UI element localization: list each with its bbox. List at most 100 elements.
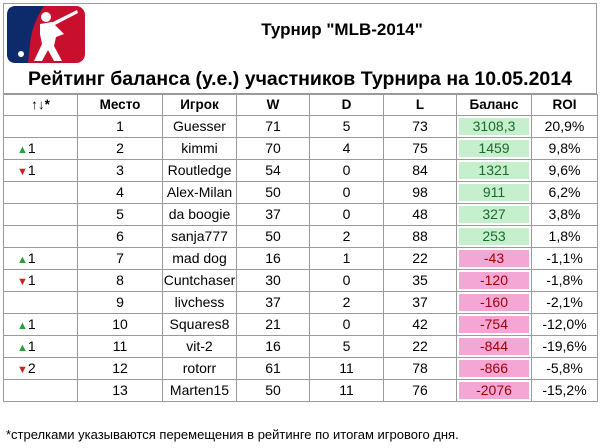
balance-cell: 911 [456,180,532,204]
player-cell: Marten15 [162,378,237,402]
wins-cell: 50 [236,224,310,248]
header-move: ↑↓* [3,94,78,116]
player-cell: vit-2 [162,334,237,358]
losses-cell: 88 [383,224,457,248]
wins-cell: 71 [236,114,310,138]
wins-cell: 30 [236,268,310,292]
place-cell: 10 [77,312,163,336]
roi-cell: 6,2% [531,180,598,204]
table-row: ▲1 11 vit-2 16 5 22 -844 -19,6% [3,334,598,358]
player-cell: Cuntchaser [162,268,237,292]
rank-change-cell: ▼2 [3,356,78,380]
balance-cell: -43 [456,246,532,270]
balance-value: -844 [459,337,529,355]
balance-value: -43 [459,249,529,267]
wins-cell: 37 [236,290,310,314]
rank-change-value: 1 [27,338,36,354]
roi-cell: 1,8% [531,224,598,248]
tournament-title: Турнир "MLB-2014" [261,20,423,39]
rank-change-cell [3,224,78,248]
table-row: 4 Alex-Milan 50 0 98 911 6,2% [3,180,598,204]
player-cell: livchess [162,290,237,314]
header-balance: Баланс [456,94,532,116]
balance-value: -2076 [459,381,529,399]
wins-cell: 50 [236,180,310,204]
wins-cell: 21 [236,312,310,336]
player-cell: Alex-Milan [162,180,237,204]
roi-cell: -15,2% [531,378,598,402]
balance-cell: -120 [456,268,532,292]
header-place: Место [77,94,163,116]
table-row: 9 livchess 37 2 37 -160 -2,1% [3,290,598,314]
rating-table-body: 1 Guesser 71 5 73 3108,3 20,9% ▲1 2 kimmi 70 4 75 145… [3,114,598,402]
header-player: Игрок [162,94,237,116]
table-header-row: ↑↓* Место Игрок W D L Баланс ROI [3,94,598,116]
balance-value: 327 [459,205,529,223]
balance-cell: -866 [456,356,532,380]
roi-cell: -5,8% [531,356,598,380]
roi-cell: -1,1% [531,246,598,270]
place-cell: 2 [77,136,163,160]
player-cell: sanja777 [162,224,237,248]
balance-cell: 327 [456,202,532,226]
place-cell: 3 [77,158,163,182]
arrow-up-icon: ▲ [17,254,28,266]
player-cell: mad dog [162,246,237,270]
table-row: ▲1 7 mad dog 16 1 22 -43 -1,1% [3,246,598,270]
wins-cell: 70 [236,136,310,160]
draws-cell: 5 [309,114,384,138]
balance-value: -866 [459,359,529,377]
arrow-down-icon: ▼ [17,276,28,288]
draws-cell: 0 [309,158,384,182]
balance-value: 1321 [459,161,529,179]
wins-cell: 61 [236,356,310,380]
table-row: ▲1 2 kimmi 70 4 75 1459 9,8% [3,136,598,160]
rank-change-cell [3,180,78,204]
roi-cell: -2,1% [531,290,598,314]
losses-cell: 78 [383,356,457,380]
table-row: ▼1 3 Routledge 54 0 84 1321 9,6% [3,158,598,182]
rank-change-cell: ▲1 [3,334,78,358]
rank-change-cell: ▲1 [3,312,78,336]
footnote: *стрелками указываются перемещения в рей… [6,427,459,442]
balance-cell: -754 [456,312,532,336]
place-cell: 5 [77,202,163,226]
place-cell: 7 [77,246,163,270]
draws-cell: 0 [309,202,384,226]
losses-cell: 48 [383,202,457,226]
player-cell: Routledge [162,158,237,182]
rank-change-cell: ▲1 [3,246,78,270]
rating-table: ↑↓* Место Игрок W D L Баланс ROI 1 Guesse… [3,94,598,402]
rank-change-cell: ▼1 [3,158,78,182]
title-row: Турнир "MLB-2014" [3,3,597,65]
player-cell: kimmi [162,136,237,160]
rank-change-value: 1 [27,162,36,178]
place-cell: 1 [77,114,163,138]
rank-change-cell [3,202,78,226]
player-cell: Guesser [162,114,237,138]
place-cell: 8 [77,268,163,292]
balance-cell: -160 [456,290,532,314]
wins-cell: 50 [236,378,310,402]
balance-value: 3108,3 [459,117,529,135]
wins-cell: 16 [236,246,310,270]
place-cell: 9 [77,290,163,314]
place-cell: 13 [77,378,163,402]
wins-cell: 37 [236,202,310,226]
table-row: 5 da boogie 37 0 48 327 3,8% [3,202,598,226]
draws-cell: 5 [309,334,384,358]
balance-value: -160 [459,293,529,311]
player-cell: rotorr [162,356,237,380]
table-row: 1 Guesser 71 5 73 3108,3 20,9% [3,114,598,138]
balance-cell: -844 [456,334,532,358]
table-row: 13 Marten15 50 11 76 -2076 -15,2% [3,378,598,402]
roi-cell: 9,6% [531,158,598,182]
draws-cell: 4 [309,136,384,160]
balance-cell: 3108,3 [456,114,532,138]
wins-cell: 16 [236,334,310,358]
losses-cell: 37 [383,290,457,314]
rank-change-value: 2 [27,360,36,376]
rank-change-value: 1 [27,250,36,266]
rank-change-cell: ▼1 [3,268,78,292]
losses-cell: 84 [383,158,457,182]
